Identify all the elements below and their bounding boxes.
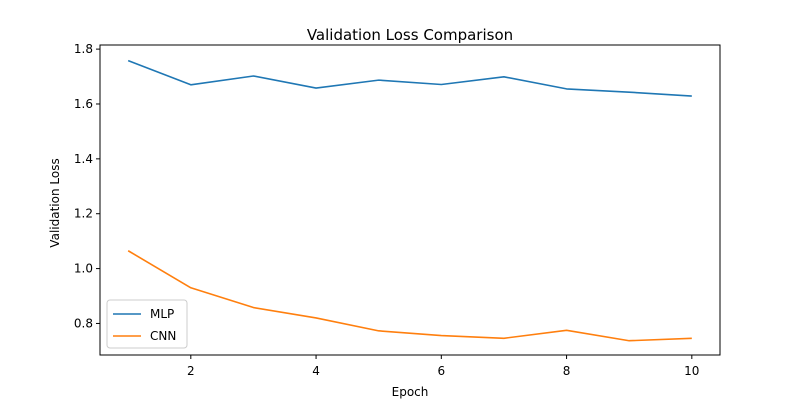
data-point [315,316,318,319]
data-point [440,334,443,337]
data-point [628,91,631,94]
data-point [252,75,255,78]
y-tick-label: 1.8 [74,42,93,56]
data-point [565,329,568,332]
series-line-mlp [127,59,692,97]
x-axis-label: Epoch [392,385,429,399]
data-point [440,83,443,86]
y-tick-label: 1.0 [74,262,93,276]
y-tick-label: 0.8 [74,316,93,330]
x-tick-label: 4 [312,364,320,378]
data-point [189,286,192,289]
series-line-cnn [127,250,692,342]
plot-frame [99,44,721,356]
x-tick-label: 8 [563,364,571,378]
y-tick-label: 1.4 [74,152,93,166]
y-axis-label: Validation Loss [48,158,62,247]
x-tick-label: 6 [437,364,445,378]
y-axis-ticks: 0.8 1.0 1.2 1.4 1.6 1.8 [74,42,100,330]
data-point [690,337,693,340]
data-point [252,306,255,309]
data-point [377,329,380,332]
data-point [189,83,192,86]
data-point [377,79,380,82]
x-axis-ticks: 2 4 6 8 10 [187,355,699,378]
data-point [502,337,505,340]
legend: MLP CNN [106,299,188,349]
plot-lines [127,59,693,342]
y-tick-label: 1.2 [74,207,93,221]
legend-label-mlp: MLP [150,307,174,321]
data-point [565,87,568,90]
data-point [127,59,130,62]
y-tick-label: 1.6 [74,97,93,111]
data-point [127,249,130,252]
x-tick-label: 10 [684,364,699,378]
legend-label-cnn: CNN [150,329,176,343]
data-point [315,87,318,90]
data-point [502,75,505,78]
data-point [690,95,693,98]
x-tick-label: 2 [187,364,195,378]
chart-title: Validation Loss Comparison [307,26,513,44]
data-point [628,339,631,342]
